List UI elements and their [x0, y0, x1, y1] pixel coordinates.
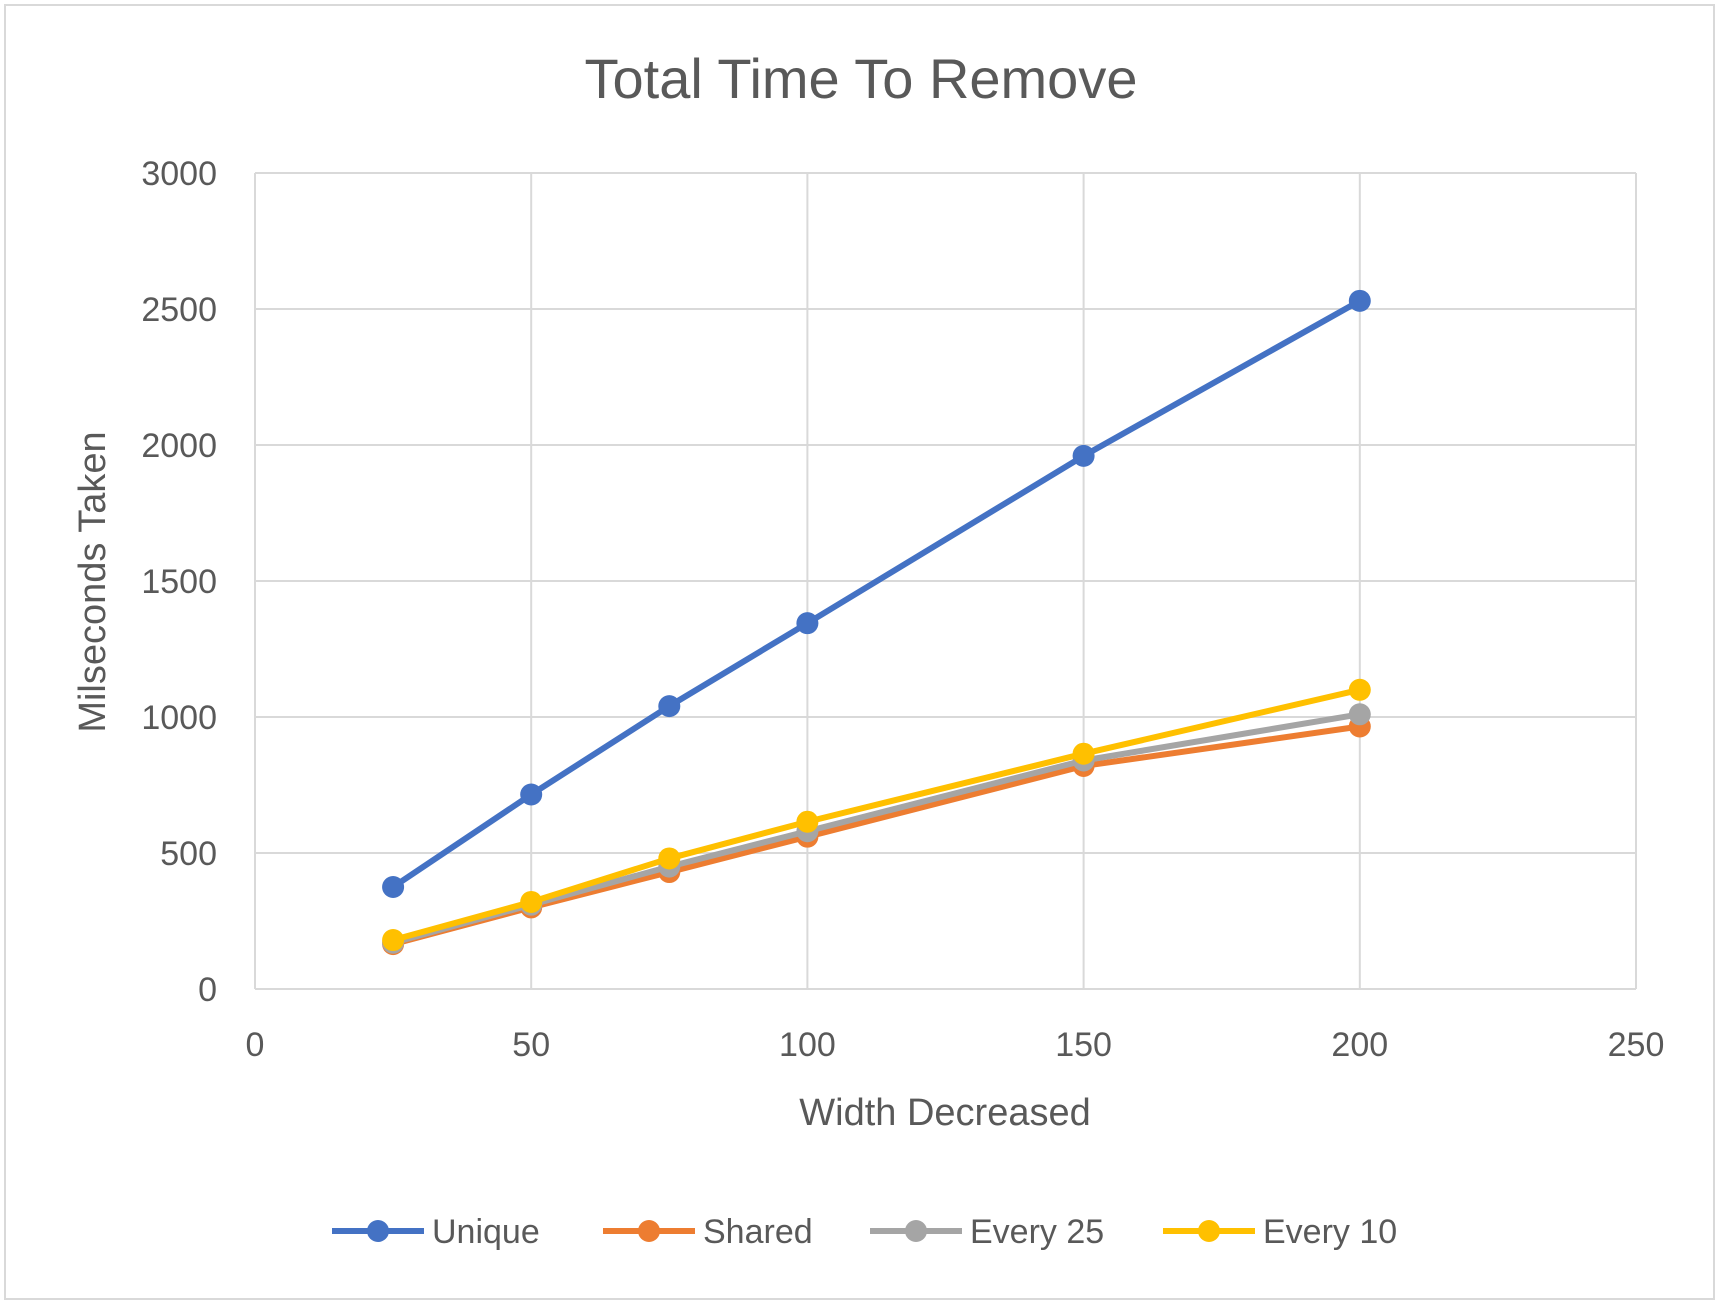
series-line-every-10 — [390, 686, 1363, 944]
series-line-unique — [390, 297, 1363, 890]
x-axis-ticks: 0 50 100 150 200 250 — [246, 1026, 1665, 1064]
y-tick-label: 1000 — [141, 699, 217, 737]
chart-title: Total Time To Remove — [585, 47, 1138, 110]
data-point-unique — [382, 876, 405, 898]
data-point-every-10 — [520, 890, 543, 913]
legend: Unique Shared Every 25 Every 10 — [332, 1213, 1397, 1251]
x-tick-label: 100 — [779, 1026, 836, 1064]
series-lines — [382, 289, 1371, 956]
x-tick-label: 200 — [1331, 1026, 1388, 1064]
y-axis-ticks: 0 500 1000 1500 2000 2500 3000 — [141, 155, 217, 1009]
series-unique — [382, 289, 1371, 898]
data-point-every-25 — [1348, 703, 1371, 726]
gridlines — [254, 172, 1637, 990]
data-point-unique — [796, 612, 819, 635]
data-point-unique — [658, 695, 681, 718]
data-point-every-10 — [1348, 678, 1371, 701]
legend-item-shared: Shared — [603, 1213, 813, 1251]
y-tick-label: 2000 — [141, 427, 217, 465]
legend-item-every-25: Every 25 — [870, 1213, 1104, 1251]
x-tick-label: 150 — [1055, 1026, 1112, 1064]
data-point-unique — [520, 783, 543, 806]
x-tick-label: 250 — [1608, 1026, 1665, 1064]
legend-item-every-10: Every 10 — [1163, 1213, 1397, 1251]
legend-marker — [1198, 1220, 1220, 1242]
legend-label: Unique — [432, 1213, 540, 1251]
x-tick-label: 50 — [512, 1026, 550, 1064]
x-tick-label: 0 — [246, 1026, 265, 1064]
legend-label: Shared — [703, 1213, 813, 1251]
y-tick-label: 500 — [160, 835, 217, 873]
data-point-every-10 — [796, 810, 819, 833]
y-axis-title: Milseconds Taken — [72, 431, 114, 732]
data-point-every-10 — [1072, 742, 1095, 765]
chart-frame — [4, 4, 1715, 1300]
data-point-unique — [1072, 444, 1095, 467]
legend-marker — [367, 1220, 389, 1242]
legend-marker — [638, 1220, 660, 1242]
y-tick-label: 2500 — [141, 291, 217, 329]
y-tick-label: 0 — [198, 971, 217, 1009]
legend-marker — [905, 1220, 927, 1242]
legend-item-unique: Unique — [332, 1213, 540, 1251]
y-tick-label: 3000 — [141, 155, 217, 193]
x-axis-title: Width Decreased — [799, 1092, 1090, 1134]
data-point-unique — [1348, 289, 1371, 312]
legend-label: Every 25 — [970, 1213, 1104, 1251]
series-every-10 — [382, 678, 1371, 952]
data-point-every-10 — [382, 929, 405, 952]
legend-label: Every 10 — [1263, 1213, 1397, 1251]
y-tick-label: 1500 — [141, 563, 217, 601]
data-point-every-10 — [658, 847, 681, 870]
